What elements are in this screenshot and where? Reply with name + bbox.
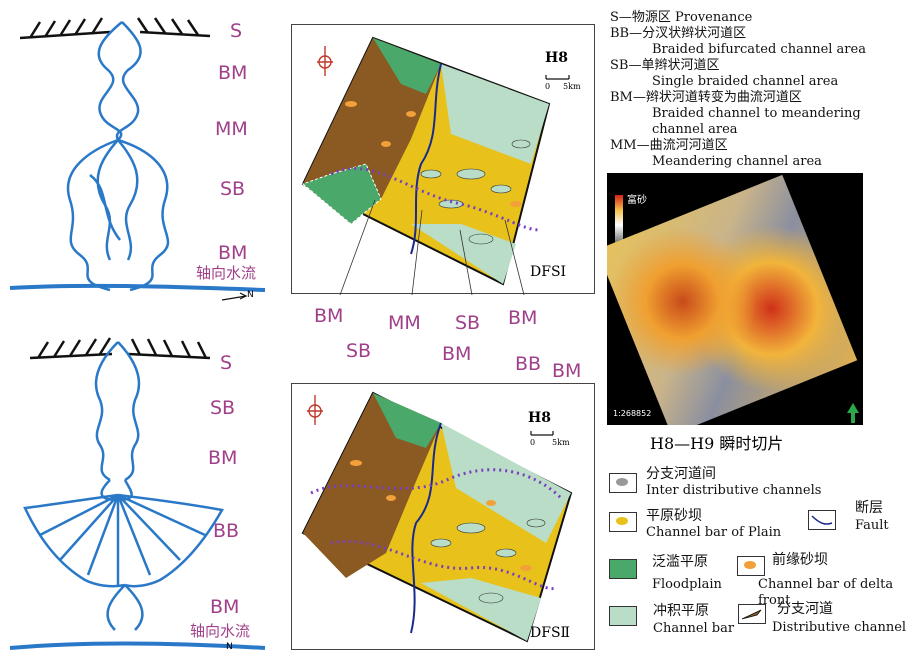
map-bottom-frame xyxy=(291,383,595,650)
legend-front-bar-cn: 前缘砂坝 xyxy=(772,552,828,568)
seismic-north-arrow-icon xyxy=(847,403,859,413)
compass-top xyxy=(317,46,333,76)
seismic-data xyxy=(607,174,858,425)
seismic-rich-sand: 富砂 xyxy=(627,195,647,206)
left-bottom-schematic xyxy=(9,337,266,650)
legend-channel-bar-cn: 冲积平原 xyxy=(653,603,709,619)
abbrev-BM: BM—辫状河道转变为曲流河道区 xyxy=(610,90,802,105)
legend-floodplain-cn: 泛滥平原 xyxy=(652,554,708,570)
axial-flow-label-top: 轴向水流 xyxy=(196,264,257,282)
map-bottom-scale-0: 0 xyxy=(530,438,536,447)
label-BM1-bottom: BM xyxy=(208,447,238,469)
provenance-hatch-top xyxy=(19,17,211,40)
label-SB-top: SB xyxy=(220,178,246,200)
map-top-scale-5: 5km xyxy=(563,82,581,91)
abbrev-SB: SB—单辫状河道区 xyxy=(610,58,720,73)
map-bottom-callout-SB: SB xyxy=(346,340,372,362)
legend-swatch-plain-bar xyxy=(609,512,637,532)
legend-channel-bar-en: Channel bar xyxy=(653,621,735,636)
map-bottom-scale-title: H8 xyxy=(528,410,551,426)
map-bottom-scale-5: 5km xyxy=(552,438,570,447)
map-top-callout-MM: MM xyxy=(388,312,421,334)
legend-front-bar-en: Channel bar of delta front xyxy=(758,577,894,608)
abbrev-BB-en: Braided bifurcated channel area xyxy=(652,42,866,57)
legend-swatch-channel-bar xyxy=(609,606,637,626)
map-bottom-callout-BB: BB xyxy=(515,353,542,375)
legend-swatch-front-bar xyxy=(737,556,765,576)
braided-river-top xyxy=(66,21,170,292)
braided-river-bottom xyxy=(23,341,224,631)
map-bottom-callout-BM1: BM xyxy=(442,343,472,365)
map-bottom-body xyxy=(301,391,573,643)
seismic-scale: 1:268852 xyxy=(613,409,652,418)
map-bottom-callout-BM2: BM xyxy=(552,360,582,382)
map-top-frame xyxy=(291,24,595,294)
seismic-colorbar xyxy=(615,195,623,255)
label-BM2-top: BM xyxy=(218,242,248,264)
axial-flow-line-top xyxy=(9,283,266,292)
abbrev-BM-en: Braided channel to meandering channel ar… xyxy=(652,106,861,137)
abbrev-MM-en: Meandering channel area xyxy=(652,154,822,169)
left-top-schematic xyxy=(9,17,266,301)
label-S-bottom: S xyxy=(220,352,233,374)
legend-distributive-channel-cn: 分支河道 xyxy=(777,601,833,617)
legend-inter-channel-en: Inter distributive channels xyxy=(646,483,822,498)
map-top-callout-BM1: BM xyxy=(314,305,344,327)
label-S-top: S xyxy=(230,20,243,42)
north-label-bottom: N xyxy=(226,642,233,652)
legend-swatch-floodplain xyxy=(609,559,637,579)
north-arrow-top xyxy=(221,292,248,301)
legend-distributive-channel-en: Distributive channel xyxy=(772,620,907,635)
provenance-hatch-bottom xyxy=(29,337,211,360)
legend-swatch-distributive-channel xyxy=(738,604,766,624)
map-top-callout-BM2: BM xyxy=(508,307,538,329)
seismic-caption: H8—H9 瞬时切片 xyxy=(650,434,784,453)
legend-plain-bar-cn: 平原砂坝 xyxy=(646,508,702,524)
seismic-slice: 富砂 富泥 1:268852 xyxy=(607,173,863,425)
map-top-scale-0: 0 xyxy=(545,82,551,91)
north-label-top: N xyxy=(247,290,254,300)
map-top-callout-SB: SB xyxy=(455,312,481,334)
map-top xyxy=(301,36,570,286)
map-top-callout-lines xyxy=(339,199,525,296)
legend-inter-channel-cn: 分支河道间 xyxy=(646,466,716,482)
abbrev-BB: BB—分汊状辫状河道区 xyxy=(610,26,747,41)
label-BM2-bottom: BM xyxy=(210,596,240,618)
seismic-north-arrow-stem xyxy=(851,413,855,423)
axial-flow-line-bottom xyxy=(9,641,266,650)
label-BM1-top: BM xyxy=(218,62,248,84)
map-bottom-name: DFSⅡ xyxy=(530,625,571,641)
legend-swatch-inter-channel xyxy=(609,473,637,493)
legend-swatch-fault xyxy=(808,510,836,530)
compass-bottom xyxy=(307,395,323,425)
axial-flow-label-bottom: 轴向水流 xyxy=(190,622,251,640)
map-top-scale-title: H8 xyxy=(545,50,568,66)
map-top-name: DFSⅠ xyxy=(530,264,567,280)
legend-plain-bar-en: Channel bar of Plain xyxy=(646,525,782,540)
map-top-body xyxy=(301,36,551,286)
abbrev-S: S—物源区 Provenance xyxy=(610,10,753,25)
label-BB-bottom: BB xyxy=(213,520,240,542)
legend-floodplain-en: Floodplain xyxy=(652,577,722,592)
abbrev-MM: MM—曲流河河道区 xyxy=(610,138,728,153)
abbrev-SB-en: Single braided channel area xyxy=(652,74,839,89)
map-bottom xyxy=(301,391,573,643)
label-SB-bottom: SB xyxy=(210,397,236,419)
label-MM-top: MM xyxy=(215,118,248,140)
legend-fault-cn: 断层 xyxy=(855,500,883,516)
legend-fault-en: Fault xyxy=(855,518,889,533)
